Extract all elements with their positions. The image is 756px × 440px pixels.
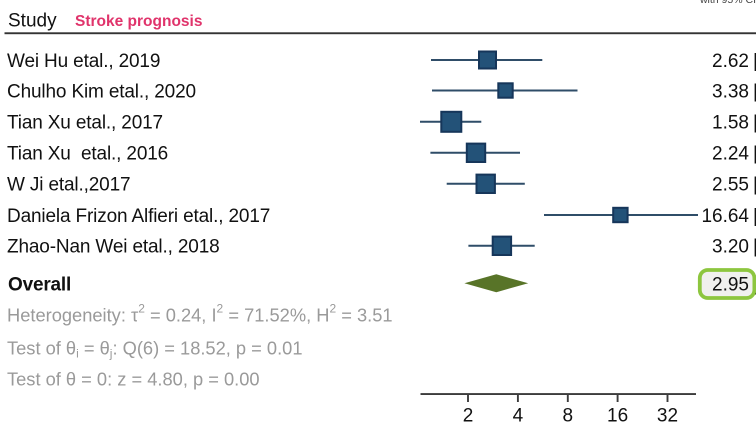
svg-text:16: 16	[607, 406, 628, 427]
svg-text:Tian Xu etal., 2017: Tian Xu etal., 2017	[7, 113, 163, 134]
svg-text:Stroke prognosis: Stroke prognosis	[75, 13, 202, 30]
svg-text:Test of θ = 0: z = 4.80, p = 0: Test of θ = 0: z = 4.80, p = 0.00	[7, 369, 260, 390]
svg-text:[: [	[753, 51, 756, 72]
svg-text:Daniela Frizon Alfieri etal.,: Daniela Frizon Alfieri etal., 2017	[7, 206, 270, 227]
svg-text:[: [	[753, 206, 756, 227]
svg-text:2.95: 2.95	[712, 274, 749, 295]
svg-text:[: [	[753, 237, 756, 258]
svg-text:Chulho Kim etal., 2020: Chulho Kim etal., 2020	[7, 81, 196, 102]
svg-text:Zhao-Nan Wei etal., 2018: Zhao-Nan Wei etal., 2018	[7, 237, 220, 258]
svg-text:W Ji etal.,2017: W Ji etal.,2017	[7, 175, 130, 196]
svg-text:4: 4	[513, 406, 524, 427]
svg-text:2.55: 2.55	[712, 175, 749, 196]
svg-text:Heterogeneity: τ2 = 0.24, I2 =: Heterogeneity: τ2 = 0.24, I2 = 71.52%, H…	[7, 302, 393, 326]
svg-text:[: [	[753, 113, 756, 134]
svg-text:with 95% CI: with 95% CI	[699, 0, 756, 6]
svg-text:[: [	[753, 81, 756, 102]
svg-text:Tian Xu etal., 2016: Tian Xu etal., 2016	[7, 144, 168, 165]
svg-text:2.62: 2.62	[712, 51, 749, 72]
svg-text:Wei Hu etal., 2019: Wei Hu etal., 2019	[7, 51, 160, 72]
svg-text:Overall: Overall	[8, 274, 71, 295]
svg-text:16.64: 16.64	[701, 206, 749, 227]
svg-text:Study: Study	[8, 11, 57, 32]
svg-text:[: [	[753, 144, 756, 165]
svg-text:3.38: 3.38	[712, 81, 749, 102]
svg-text:[: [	[753, 175, 756, 196]
svg-text:3.20: 3.20	[712, 237, 749, 258]
svg-text:2.24: 2.24	[712, 144, 749, 165]
svg-text:Test of θi = θj: Q(6) = 18.52,: Test of θi = θj: Q(6) = 18.52, p = 0.01	[7, 337, 303, 360]
svg-text:1.58: 1.58	[712, 113, 749, 134]
svg-text:2: 2	[463, 406, 474, 427]
svg-text:8: 8	[563, 406, 574, 427]
svg-text:32: 32	[657, 406, 678, 427]
